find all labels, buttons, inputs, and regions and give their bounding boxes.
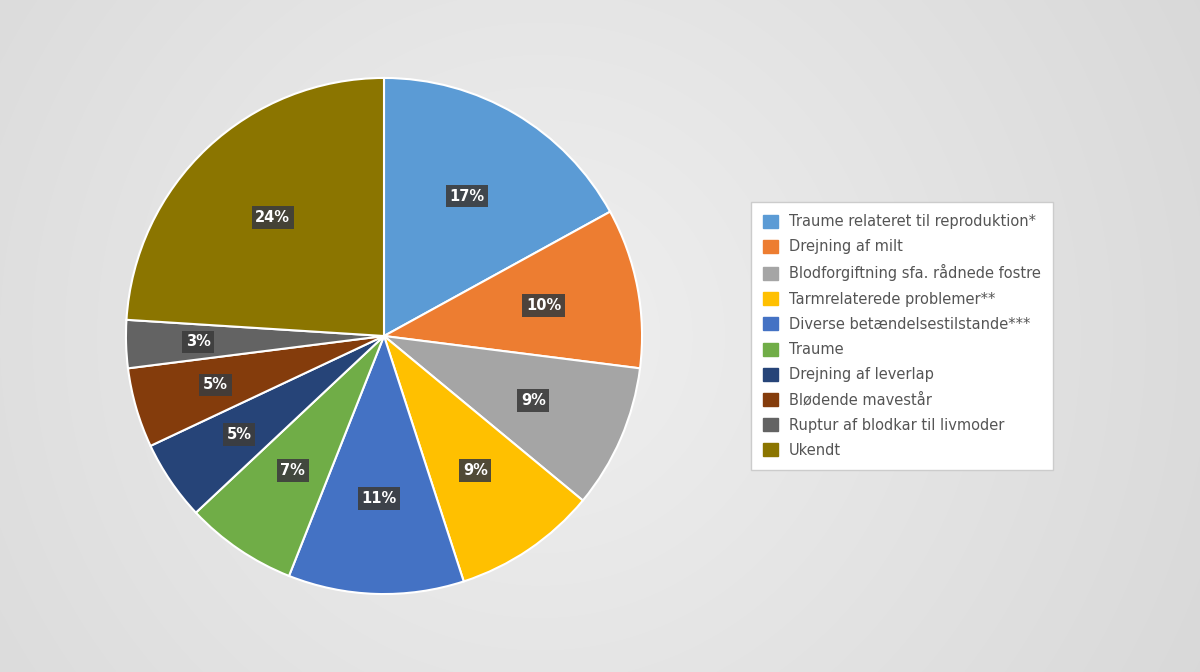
- Wedge shape: [289, 336, 463, 594]
- Wedge shape: [384, 336, 640, 501]
- Wedge shape: [384, 78, 610, 336]
- Wedge shape: [196, 336, 384, 576]
- Text: 17%: 17%: [449, 189, 485, 204]
- Text: 11%: 11%: [361, 491, 396, 506]
- Wedge shape: [126, 78, 384, 336]
- Wedge shape: [128, 336, 384, 446]
- Text: 3%: 3%: [186, 335, 211, 349]
- Text: 10%: 10%: [526, 298, 562, 313]
- Wedge shape: [126, 320, 384, 368]
- Legend: Traume relateret til reproduktion*, Drejning af milt, Blodforgiftning sfa. rådne: Traume relateret til reproduktion*, Drej…: [751, 202, 1052, 470]
- Text: 7%: 7%: [280, 463, 305, 478]
- Wedge shape: [384, 212, 642, 368]
- Text: 9%: 9%: [463, 463, 488, 478]
- Text: 5%: 5%: [227, 427, 251, 442]
- Text: 9%: 9%: [521, 393, 546, 408]
- Text: 5%: 5%: [203, 378, 228, 392]
- Wedge shape: [384, 336, 583, 581]
- Wedge shape: [150, 336, 384, 513]
- Text: 24%: 24%: [256, 210, 290, 225]
